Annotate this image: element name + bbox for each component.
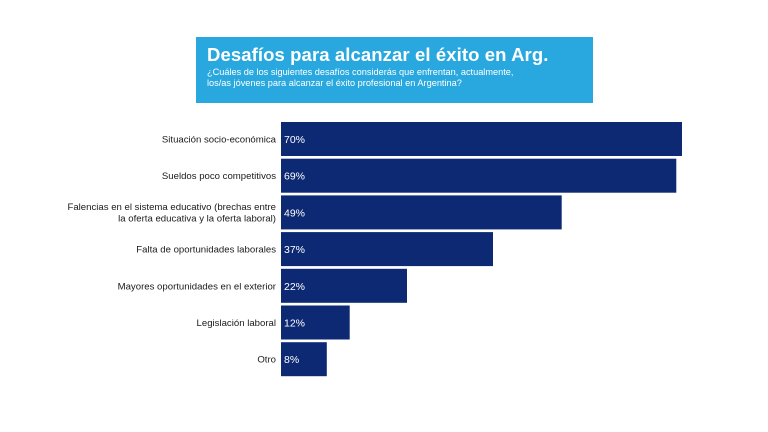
chart-subtitle-line-2: los/as jóvenes para alcanzar el éxito pr… bbox=[207, 77, 462, 88]
value-label-2: 49% bbox=[284, 207, 305, 219]
bar-5 bbox=[281, 305, 350, 340]
bar-2 bbox=[281, 195, 562, 230]
bar-6 bbox=[281, 342, 327, 377]
category-label-2: Falencias en el sistema educativo (brech… bbox=[67, 202, 276, 225]
value-label-0: 70% bbox=[284, 134, 305, 146]
category-label-1: Sueldos poco competitivos bbox=[162, 171, 276, 182]
category-label-6: Otro bbox=[257, 355, 276, 366]
category-label-0: Situación socio-económica bbox=[162, 135, 277, 146]
value-label-6: 8% bbox=[284, 354, 299, 366]
bar-3 bbox=[281, 232, 493, 267]
value-label-4: 22% bbox=[284, 281, 305, 293]
bar-0 bbox=[281, 122, 682, 156]
value-label-5: 12% bbox=[284, 318, 305, 330]
value-label-3: 37% bbox=[284, 244, 305, 256]
bar-4 bbox=[281, 268, 407, 303]
value-label-1: 69% bbox=[284, 171, 305, 183]
category-label-5: Legislación laboral bbox=[197, 318, 276, 329]
category-label-4: Mayores oportunidades en el exterior bbox=[118, 281, 277, 292]
bar-1 bbox=[281, 158, 677, 193]
chart-subtitle-line-1: ¿Cuáles de los siguientes desafíos consi… bbox=[207, 67, 514, 77]
title-box: Desafíos para alcanzar el éxito en Arg. … bbox=[196, 37, 593, 103]
chart-title: Desafíos para alcanzar el éxito en Arg. bbox=[207, 44, 549, 65]
chart-subtitle: ¿Cuáles de los siguientes desafíos consi… bbox=[207, 67, 583, 88]
category-label-3: Falta de oportunidades laborales bbox=[136, 245, 276, 256]
